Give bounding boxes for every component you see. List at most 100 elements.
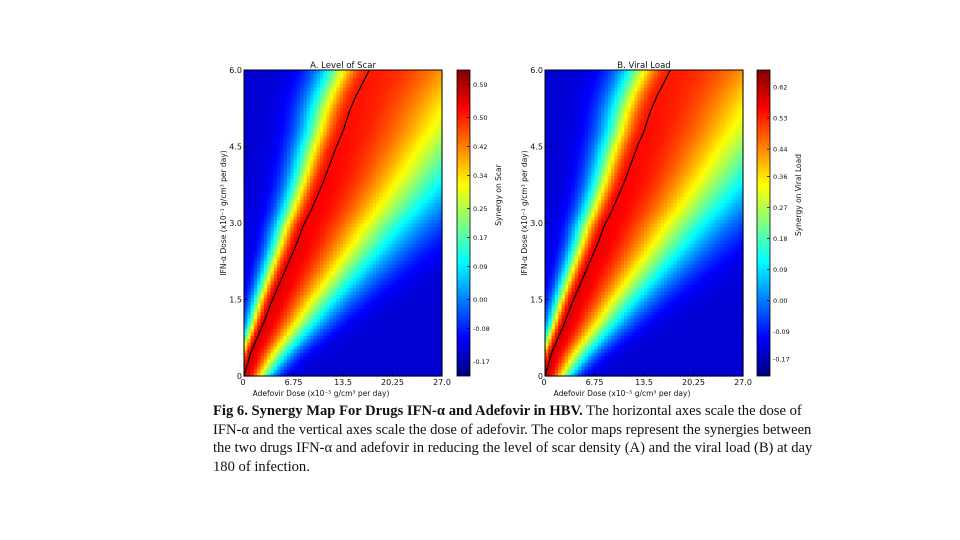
heatmap-cell [273, 138, 278, 142]
heatmap-cell [316, 243, 321, 248]
heatmap-cell [372, 372, 377, 377]
heatmap-cell [270, 93, 275, 98]
heatmap-cell [270, 260, 275, 265]
heatmap-cell [310, 257, 314, 261]
heatmap-cell [366, 263, 370, 268]
heatmap-cell [359, 369, 364, 374]
heatmap-cell [267, 372, 271, 377]
heatmap-cell [362, 212, 367, 217]
heatmap-cell [389, 314, 394, 319]
heatmap-cell [253, 325, 258, 329]
heatmap-cell [422, 189, 427, 193]
heatmap-cell [336, 301, 341, 306]
heatmap-cell [333, 311, 337, 316]
heatmap-cell [313, 229, 318, 234]
heatmap-cell [319, 165, 324, 170]
heatmap-cell [409, 355, 413, 360]
heatmap-cell [369, 178, 374, 183]
heatmap-cell [286, 345, 291, 350]
heatmap-cell [329, 287, 334, 292]
heatmap-cell [257, 250, 262, 255]
heatmap-cell [385, 331, 390, 336]
heatmap-cell [247, 206, 252, 210]
heatmap-cell [395, 178, 400, 183]
heatmap-cell [293, 155, 298, 159]
heatmap-cell [376, 297, 380, 302]
heatmap-cell [376, 369, 380, 374]
heatmap-cell [372, 365, 377, 370]
heatmap-cell [349, 318, 354, 323]
heatmap-cell [392, 175, 397, 180]
heatmap-cell [277, 325, 281, 329]
heatmap-cell [409, 127, 413, 132]
heatmap-cell [260, 141, 265, 146]
heatmap-cell [310, 311, 314, 316]
heatmap-cell [296, 104, 301, 108]
heatmap-cell [409, 325, 413, 329]
heatmap-cell [316, 263, 321, 268]
heatmap-cell [263, 144, 268, 149]
heatmap-cell [263, 121, 268, 125]
heatmap-cell [343, 131, 347, 136]
heatmap-cell [257, 90, 262, 95]
heatmap-cell [293, 178, 298, 183]
heatmap-cell [356, 297, 361, 302]
heatmap-cell [372, 199, 377, 204]
heatmap-cell [306, 219, 311, 224]
heatmap-cell [339, 308, 344, 312]
heatmap-cell [379, 325, 384, 329]
heatmap-cell [399, 236, 403, 241]
heatmap-cell [343, 199, 347, 204]
heatmap-cell [422, 206, 427, 210]
heatmap-cell [277, 291, 281, 295]
heatmap-cell [283, 192, 288, 197]
heatmap-cell [366, 104, 370, 108]
heatmap-cell [273, 168, 278, 173]
heatmap-cell [329, 168, 334, 173]
heatmap-cell [244, 274, 248, 278]
heatmap-cell [402, 355, 407, 360]
heatmap-cell [379, 359, 384, 363]
heatmap-cell [382, 291, 387, 295]
heatmap-cell [267, 110, 271, 115]
heatmap-cell [428, 127, 433, 132]
heatmap-cell [402, 189, 407, 193]
heatmap-cell [257, 144, 262, 149]
heatmap-cell [277, 233, 281, 238]
heatmap-cell [438, 127, 443, 132]
heatmap-cell [359, 311, 364, 316]
heatmap-cell [369, 182, 374, 187]
heatmap-cell [392, 253, 397, 258]
heatmap-cell [267, 138, 271, 142]
heatmap-cell [356, 226, 361, 231]
heatmap-cell [366, 175, 370, 180]
heatmap-cell [267, 117, 271, 122]
heatmap-cell [250, 294, 255, 299]
heatmap-cell [283, 236, 288, 241]
heatmap-cell [346, 331, 351, 336]
heatmap-cell [263, 311, 268, 316]
heatmap-cell [273, 219, 278, 224]
heatmap-cell [313, 189, 318, 193]
heatmap-cell [392, 280, 397, 285]
heatmap-cell [376, 131, 380, 136]
heatmap-cell [432, 233, 436, 238]
heatmap-cell [336, 172, 341, 176]
heatmap-cell [409, 158, 413, 163]
heatmap-cell [257, 172, 262, 176]
heatmap-cell [244, 331, 248, 336]
heatmap-cell [402, 321, 407, 326]
heatmap-cell [435, 348, 440, 353]
heatmap-cell [392, 325, 397, 329]
heatmap-cell [250, 182, 255, 187]
heatmap-cell [326, 223, 331, 227]
heatmap-cell [290, 107, 295, 112]
heatmap-cell [389, 151, 394, 156]
heatmap-cell [277, 246, 281, 251]
heatmap-cell [273, 209, 278, 214]
heatmap-cell [409, 144, 413, 149]
heatmap-cell [247, 192, 252, 197]
heatmap-cell [422, 250, 427, 255]
heatmap-cell [359, 195, 364, 200]
